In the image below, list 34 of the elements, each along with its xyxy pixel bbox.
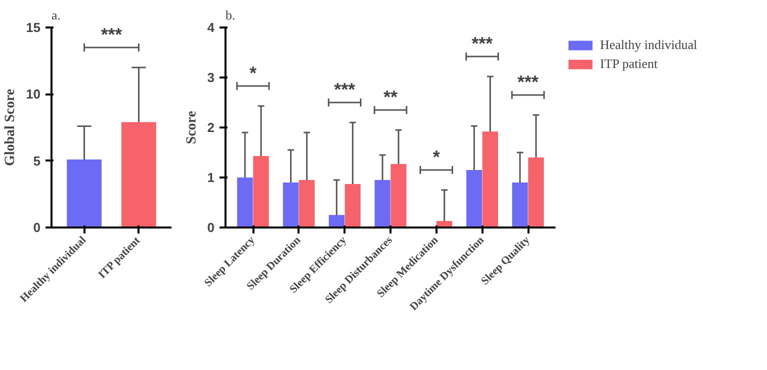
bar	[512, 182, 528, 228]
bar	[344, 184, 361, 228]
annotation: ***	[334, 80, 356, 100]
annotation: **	[383, 87, 398, 107]
y-tick-label: 10	[26, 86, 41, 102]
bar	[390, 164, 406, 228]
legend-label: Healthy individual	[600, 37, 698, 53]
y-tick-label: 0	[207, 220, 215, 235]
annotation: ***	[100, 24, 122, 44]
legend-label: ITP patient	[600, 56, 658, 72]
y-tick-label: 0	[33, 220, 41, 235]
bar	[282, 182, 299, 228]
bar	[328, 215, 345, 228]
annotation: ***	[517, 72, 539, 92]
bar	[482, 132, 498, 228]
y-tick-label: 3	[207, 70, 215, 85]
y-axis-title: Score	[184, 110, 200, 144]
y-tick-label: 4	[207, 20, 216, 35]
y-tick-label: 2	[207, 120, 215, 135]
annotation: *	[432, 147, 440, 167]
chart-title: a.	[52, 8, 61, 22]
y-tick-label: 5	[33, 153, 41, 168]
bar	[466, 170, 482, 228]
y-tick-label: 15	[26, 20, 41, 35]
bar	[237, 178, 253, 228]
y-axis-title: Global Score	[3, 88, 18, 166]
y-tick-label: 1	[207, 170, 215, 185]
annotation: *	[250, 63, 257, 83]
bar	[298, 180, 315, 228]
bar	[528, 158, 544, 228]
bar	[374, 180, 390, 228]
annotation: ***	[472, 34, 493, 54]
bar	[253, 156, 269, 228]
chart-title: b.	[226, 8, 236, 22]
